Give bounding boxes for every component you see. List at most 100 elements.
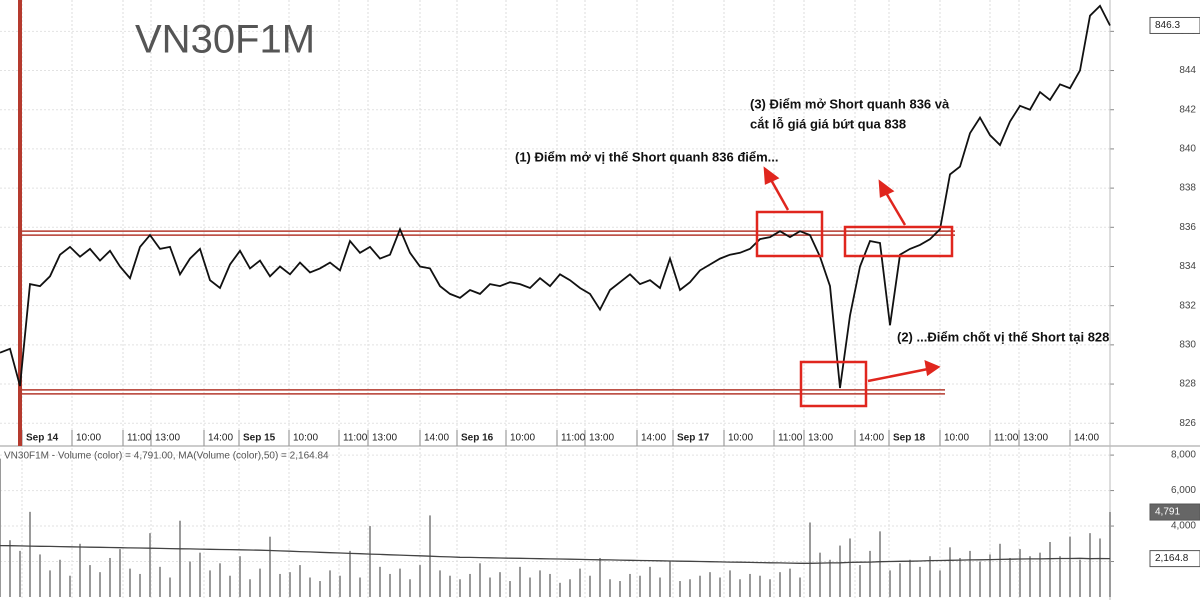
volume-bar — [639, 575, 641, 597]
y-tick-label: 4,000 — [1171, 521, 1196, 532]
volume-bar — [629, 573, 631, 597]
volume-bar — [249, 579, 251, 597]
x-tick-label: 14:00 — [208, 433, 233, 444]
volume-bar — [59, 559, 61, 597]
volume-bar — [869, 550, 871, 597]
annotation: (1) Điểm mở vị thế Short quanh 836 điểm.… — [515, 149, 779, 164]
volume-bar — [539, 570, 541, 597]
volume-bar — [89, 565, 91, 597]
volume-bar — [579, 568, 581, 597]
x-tick-label: 11:00 — [127, 433, 152, 444]
volume-bar — [119, 549, 121, 597]
volume-bar — [779, 572, 781, 597]
volume-bar — [1079, 559, 1081, 597]
volume-bar — [669, 561, 671, 597]
volume-bar — [279, 573, 281, 597]
volume-bar — [939, 570, 941, 597]
volume-bar — [219, 563, 221, 597]
x-tick-label: 14:00 — [641, 433, 666, 444]
volume-bar — [769, 579, 771, 597]
y-tick-label: 8,000 — [1171, 450, 1196, 461]
x-tick-label: Sep 15 — [243, 433, 276, 444]
volume-bar — [609, 579, 611, 597]
annotation-box — [799, 360, 868, 408]
volume-bar — [399, 568, 401, 597]
volume-bar — [319, 581, 321, 597]
x-tick-label: 11:00 — [778, 433, 803, 444]
annotation: (3) Điểm mở Short quanh 836 và — [750, 96, 950, 111]
volume-bar — [1109, 512, 1111, 597]
volume-bar — [909, 559, 911, 597]
y-tick-label: 6,000 — [1171, 485, 1196, 496]
volume-bar — [189, 561, 191, 597]
last-value-tag: 846.3 — [1149, 16, 1200, 34]
x-tick-label: 10:00 — [944, 433, 969, 444]
volume-bar — [379, 566, 381, 597]
volume-bar — [739, 579, 741, 597]
volume-bar — [589, 575, 591, 597]
last-value-tag: 2,164.8 — [1149, 550, 1200, 568]
x-tick-label: 11:00 — [994, 433, 1019, 444]
volume-bar — [359, 577, 361, 597]
volume-bar — [29, 511, 31, 597]
x-tick-label: 13:00 — [155, 433, 180, 444]
volume-bar — [489, 577, 491, 597]
volume-bar — [959, 557, 961, 597]
volume-bar — [499, 572, 501, 597]
x-tick-label: 14:00 — [1074, 433, 1099, 444]
y-tick-label: 830 — [1179, 340, 1196, 351]
x-tick-label: 10:00 — [510, 433, 535, 444]
x-tick-label: 11:00 — [561, 433, 586, 444]
volume-bar — [789, 568, 791, 597]
last-value-label: 846.3 — [1155, 20, 1180, 31]
volume-bar — [819, 552, 821, 597]
volume-bar — [1059, 556, 1061, 597]
volume-bar — [1039, 552, 1041, 597]
volume-bar — [529, 577, 531, 597]
volume-bar — [349, 550, 351, 597]
volume-bar — [259, 568, 261, 597]
last-value-box — [1149, 550, 1200, 568]
volume-bar — [689, 579, 691, 597]
volume-bar — [99, 572, 101, 597]
volume-bar — [9, 540, 11, 597]
volume-bar — [709, 572, 711, 597]
volume-bar — [899, 563, 901, 597]
volume-bar — [439, 570, 441, 597]
volume-bar — [1019, 549, 1021, 597]
volume-bar — [79, 543, 81, 597]
x-tick-label: 10:00 — [293, 433, 318, 444]
x-tick-label: 14:00 — [424, 433, 449, 444]
last-value-label: 4,791 — [1155, 507, 1180, 518]
volume-bar — [269, 536, 271, 597]
y-tick-label: 834 — [1179, 261, 1196, 272]
y-tick-label: 838 — [1179, 183, 1196, 194]
annotation: cắt lỗ giá giá bứt qua 838 — [750, 116, 906, 131]
annotation-box — [755, 210, 824, 258]
volume-bar — [999, 543, 1001, 597]
x-tick-label: 10:00 — [76, 433, 101, 444]
volume-bar — [759, 575, 761, 597]
volume-bar — [369, 526, 371, 597]
last-value-box — [1149, 16, 1200, 34]
volume-bar — [389, 573, 391, 597]
price-line — [0, 4, 1111, 389]
annotation-boxes — [755, 210, 954, 408]
volume-bar — [339, 575, 341, 597]
volume-bar — [109, 557, 111, 597]
volume-bar — [0, 458, 1, 597]
x-tick-label: Sep 14 — [26, 433, 59, 444]
volume-bar — [449, 575, 451, 597]
volume-bar — [179, 520, 181, 597]
volume-bar — [679, 581, 681, 597]
volume-bar — [989, 554, 991, 597]
annotation-arrows — [763, 166, 941, 383]
y-tick-label: 836 — [1179, 222, 1196, 233]
volume-bar — [519, 566, 521, 597]
volume-bar — [969, 550, 971, 597]
volume-bar — [619, 581, 621, 597]
volume-bar — [309, 577, 311, 597]
volume-legend: VN30F1M - Volume (color) = 4,791.00, MA(… — [4, 451, 329, 462]
volume-bar — [459, 579, 461, 597]
